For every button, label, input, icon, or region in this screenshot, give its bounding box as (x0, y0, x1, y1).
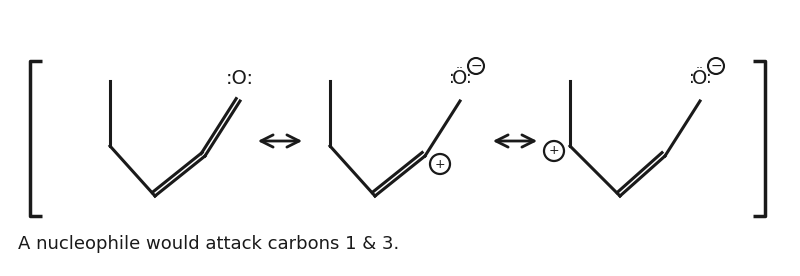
Text: +: + (549, 145, 559, 158)
Text: :: : (466, 69, 472, 87)
Text: ··: ·· (696, 62, 704, 76)
Text: :: : (706, 69, 712, 87)
Text: ··: ·· (456, 62, 464, 76)
Text: +: + (434, 158, 446, 171)
Text: O: O (692, 70, 708, 89)
Text: −: − (470, 59, 482, 73)
Text: :: : (689, 69, 695, 87)
Text: −: − (710, 59, 722, 73)
Text: :O:: :O: (226, 70, 254, 89)
Text: O: O (452, 70, 468, 89)
Text: A nucleophile would attack carbons 1 & 3.: A nucleophile would attack carbons 1 & 3… (18, 235, 399, 253)
Text: :: : (449, 69, 455, 87)
